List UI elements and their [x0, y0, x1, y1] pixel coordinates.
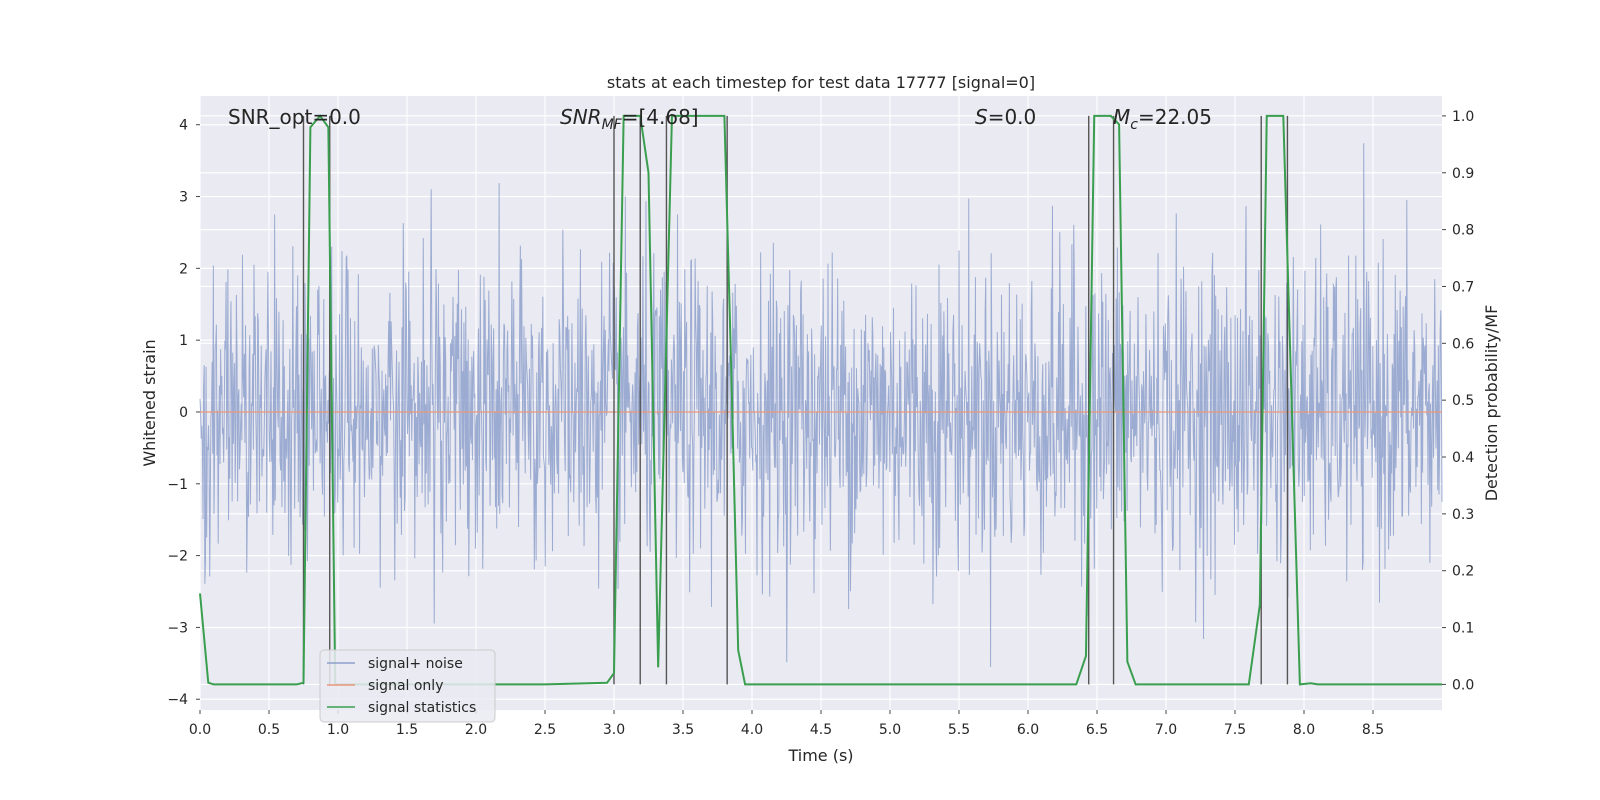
y-tick-label-left: −4: [167, 692, 188, 708]
annotation-snr-mf-value: =[4.68]: [622, 105, 699, 129]
y-tick-label-left: 4: [179, 118, 188, 134]
y-tick-label-left: 1: [179, 333, 188, 349]
y-tick-label-right: 0.6: [1452, 336, 1474, 352]
annotation-snr-mf-sub: MF: [602, 117, 623, 133]
annotation-s: S=0.0: [975, 105, 1036, 129]
annotation-mc: Mc=22.05: [1113, 105, 1212, 133]
x-tick-label: 8.0: [1293, 722, 1315, 738]
legend-label-signal-only: signal only: [368, 678, 443, 694]
annotation-snr-mf: SNRMF=[4.68]: [560, 105, 699, 133]
y-tick-label-right: 1.0: [1452, 109, 1474, 125]
y-tick-label-right: 0.2: [1452, 564, 1474, 580]
y-tick-label-right: 0.8: [1452, 223, 1474, 239]
series-signal-noise: [199, 143, 1443, 668]
legend-label-signal-statistics: signal statistics: [368, 700, 476, 716]
annotation-mc-symbol: M: [1113, 105, 1130, 129]
signal-statistics-line: [199, 114, 1442, 686]
x-tick-label: 2.5: [534, 722, 556, 738]
x-tick-label: 1.0: [327, 722, 349, 738]
y-tick-label-right: 0.0: [1452, 677, 1474, 693]
y-tick-label-left: 3: [179, 190, 188, 206]
y-tick-label-right: 0.3: [1452, 507, 1474, 523]
x-tick-label: 4.5: [810, 722, 832, 738]
legend: signal+ noise signal only signal statist…: [319, 649, 496, 723]
legend-box: [319, 649, 496, 723]
x-tick-label: 7.5: [1224, 722, 1246, 738]
y-tick-label-left: 2: [179, 261, 188, 277]
y-tick-label-left: 0: [179, 405, 188, 421]
y-tick-label-right: 0.4: [1452, 450, 1474, 466]
x-axis-label: Time (s): [787, 746, 853, 765]
x-tick-label: 0.0: [189, 722, 211, 738]
x-tick-label: 1.5: [396, 722, 418, 738]
x-tick-label: 6.5: [1086, 722, 1108, 738]
y-axis-label-right: Detection probability/MF: [1482, 305, 1501, 502]
annotation-snr-mf-main: SNR: [560, 105, 602, 129]
y-tick-label-right: 0.7: [1452, 279, 1474, 295]
y-tick-label-right: 0.9: [1452, 166, 1474, 182]
tick-labels: 0.0 0.5 1.0 1.5 2.0 2.5 3.0 3.5 4.0 4.5 5.0 5.5 6.0 6…: [167, 109, 1474, 738]
x-tick-label: 7.0: [1155, 722, 1177, 738]
y-tick-label-right: 0.1: [1452, 621, 1474, 637]
annotation-s-symbol: S: [975, 105, 988, 129]
x-tick-label: 8.5: [1362, 722, 1384, 738]
x-tick-label: 3.5: [672, 722, 694, 738]
y-tick-label-left: −3: [167, 620, 188, 636]
y-tick-label-left: −1: [167, 477, 188, 493]
x-tick-label: 5.5: [948, 722, 970, 738]
signal-noise-line: [199, 143, 1443, 668]
annotation-s-value: =0.0: [988, 105, 1037, 129]
annotation-snr-opt: SNR_opt=0.0: [228, 105, 361, 129]
x-tick-label: 6.0: [1017, 722, 1039, 738]
annotation-mc-sub: c: [1130, 117, 1138, 133]
annotation-mc-value: =22.05: [1138, 105, 1212, 129]
x-tick-label: 5.0: [879, 722, 901, 738]
x-tick-label: 0.5: [258, 722, 280, 738]
y-axis-label-left: Whitened strain: [140, 339, 159, 466]
y-tick-label-left: −2: [167, 549, 188, 565]
x-tick-label: 4.0: [741, 722, 763, 738]
x-tick-label: 2.0: [465, 722, 487, 738]
vertical-markers: [302, 115, 1289, 685]
series-signal-statistics: [199, 114, 1442, 686]
y-tick-label-right: 0.5: [1452, 393, 1474, 409]
x-tick-label: 3.0: [603, 722, 625, 738]
chart-title: stats at each timestep for test data 177…: [607, 73, 1035, 92]
legend-label-signal-noise: signal+ noise: [368, 656, 463, 672]
